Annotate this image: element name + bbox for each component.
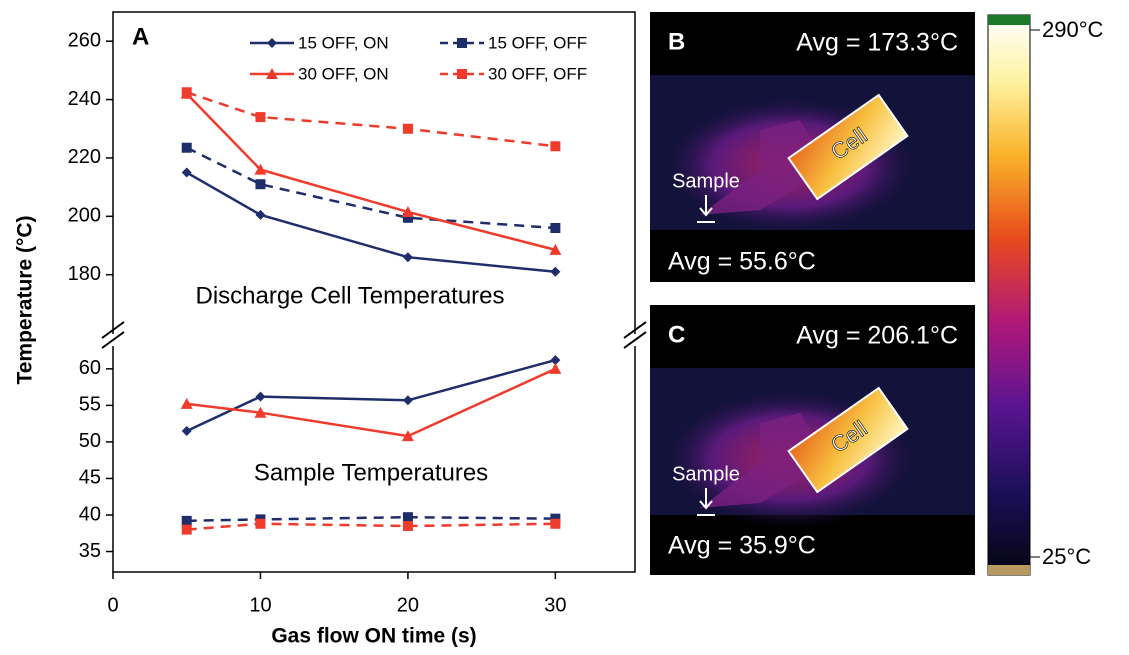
marker xyxy=(403,124,413,134)
y-tick-label: 220 xyxy=(68,146,101,168)
marker xyxy=(182,143,192,153)
marker xyxy=(403,252,413,262)
y-tick-label: 260 xyxy=(68,29,101,51)
x-tick-label: 0 xyxy=(107,594,118,616)
colorbar-label: 290°C xyxy=(1042,17,1104,42)
y-tick-label: 180 xyxy=(68,263,101,285)
marker xyxy=(255,392,265,402)
marker xyxy=(255,210,265,220)
marker xyxy=(255,179,265,189)
marker xyxy=(182,426,192,436)
marker xyxy=(550,141,560,151)
annotation: Discharge Cell Temperatures xyxy=(195,282,504,309)
x-tick-label: 30 xyxy=(544,594,566,616)
colorbar-cap xyxy=(988,15,1030,25)
marker xyxy=(550,267,560,277)
y-tick-label: 240 xyxy=(68,88,101,110)
legend-marker xyxy=(457,38,467,48)
y-tick-label: 200 xyxy=(68,205,101,227)
sample-label: Sample xyxy=(672,463,740,485)
marker xyxy=(182,87,192,97)
colorbar-cap xyxy=(988,565,1030,575)
y-tick-label: 35 xyxy=(79,540,101,562)
x-tick-label: 20 xyxy=(397,594,419,616)
legend-marker xyxy=(457,69,467,79)
legend-marker xyxy=(267,38,277,48)
legend-label: 30 OFF, ON xyxy=(298,64,389,83)
y-tick-label: 50 xyxy=(79,430,101,452)
figure: CellBAvg = 173.3°CSampleAvg = 55.6°CCell… xyxy=(0,0,1129,655)
legend-label: 30 OFF, OFF xyxy=(488,64,587,83)
marker xyxy=(255,519,265,529)
legend-label: 15 OFF, ON xyxy=(298,33,389,52)
y-tick-label: 45 xyxy=(79,467,101,489)
series-line xyxy=(187,369,556,436)
y-tick-label: 40 xyxy=(79,503,101,525)
marker xyxy=(182,168,192,178)
x-tick-label: 10 xyxy=(249,594,271,616)
marker xyxy=(403,395,413,405)
panel-label: A xyxy=(132,23,149,50)
series-line xyxy=(187,524,556,530)
marker xyxy=(182,525,192,535)
series-line xyxy=(187,92,556,146)
marker xyxy=(255,112,265,122)
sample-average: Avg = 35.9°C xyxy=(668,532,816,560)
marker xyxy=(182,516,192,526)
y-axis-label: Temperature (°C) xyxy=(14,215,37,384)
marker xyxy=(403,521,413,531)
y-tick-label: 60 xyxy=(79,357,101,379)
y-tick-label: 55 xyxy=(79,394,101,416)
marker xyxy=(550,519,560,529)
series-line xyxy=(187,517,556,521)
colorbar-label: 25°C xyxy=(1042,544,1091,569)
colorbar xyxy=(988,15,1030,575)
x-axis-label: Gas flow ON time (s) xyxy=(271,625,476,648)
panel-label: C xyxy=(668,321,685,348)
marker xyxy=(550,223,560,233)
cell-average: Avg = 206.1°C xyxy=(796,322,958,350)
series-line xyxy=(187,360,556,431)
marker xyxy=(403,512,413,522)
sample-label: Sample xyxy=(672,170,740,192)
legend-label: 15 OFF, OFF xyxy=(488,33,587,52)
cell-average: Avg = 173.3°C xyxy=(796,29,958,57)
sample-average: Avg = 55.6°C xyxy=(668,248,816,276)
series-line xyxy=(187,148,556,228)
panel-label: B xyxy=(668,28,685,55)
annotation: Sample Temperatures xyxy=(254,459,488,486)
series-line xyxy=(187,173,556,272)
marker xyxy=(549,363,561,374)
series-line xyxy=(187,94,556,250)
